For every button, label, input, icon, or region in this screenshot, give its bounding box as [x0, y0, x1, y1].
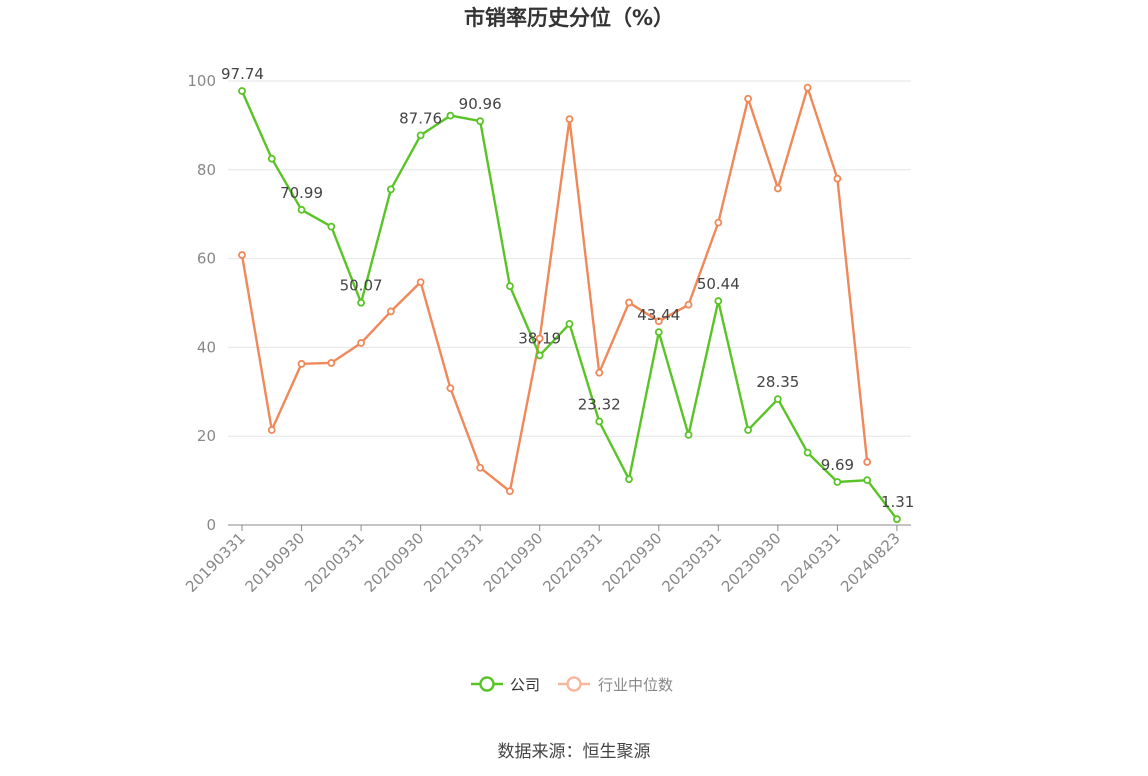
data-point — [803, 448, 812, 457]
data-point — [773, 395, 782, 404]
x-tick-label: 20200331 — [301, 529, 368, 596]
legend-item[interactable]: 行业中位数 — [558, 676, 673, 694]
data-label: 50.44 — [697, 275, 740, 293]
data-point — [684, 300, 693, 309]
data-point — [386, 185, 395, 194]
data-point — [238, 87, 246, 95]
data-point — [267, 154, 276, 163]
data-label: 9.69 — [821, 456, 854, 474]
series-line — [240, 90, 898, 520]
data-point — [506, 487, 514, 496]
legend-label: 公司 — [510, 676, 540, 694]
data-label: 43.44 — [637, 306, 680, 324]
data-point — [535, 334, 544, 343]
data-label: 23.32 — [578, 395, 621, 413]
data-point — [535, 351, 544, 360]
data-point — [476, 463, 485, 472]
grid-lines — [228, 80, 911, 437]
data-labels: 97.74 70.99 50.07 87.76 90.96 38.19 23.32 43.44… — [221, 65, 914, 511]
data-point — [565, 115, 574, 124]
data-point — [357, 339, 365, 347]
data-point — [803, 83, 812, 92]
y-tick-label: 100 — [187, 72, 216, 90]
x-tick-label: 20210930 — [480, 529, 547, 596]
data-point — [416, 278, 425, 287]
data-point — [714, 297, 723, 305]
data-point — [446, 384, 455, 393]
x-tick-label: 20230930 — [718, 529, 785, 596]
data-point — [654, 317, 663, 326]
data-label: 1.31 — [881, 493, 914, 511]
data-point — [506, 282, 514, 291]
data-label: 70.99 — [280, 184, 323, 202]
data-point — [267, 426, 276, 434]
x-tick-label: 20210331 — [420, 529, 487, 596]
data-point — [446, 111, 455, 120]
x-tick-label: 20220930 — [599, 529, 666, 596]
data-point — [654, 328, 663, 337]
data-point — [714, 218, 723, 227]
data-point — [595, 368, 604, 377]
data-point — [386, 307, 395, 316]
x-tick-label: 20190331 — [182, 529, 249, 596]
y-tick-label: 0 — [206, 516, 216, 534]
data-point — [297, 205, 306, 214]
data-point — [863, 458, 872, 466]
chart-title: 市销率历史分位（%） — [464, 6, 674, 30]
x-tick-label: 20240331 — [778, 529, 845, 596]
data-point — [893, 515, 901, 524]
data-point — [476, 117, 485, 126]
data-point — [833, 478, 842, 486]
data-point — [744, 94, 752, 103]
legend-marker — [566, 676, 582, 692]
legend-label: 行业中位数 — [598, 676, 673, 694]
y-axis-ticks: 0 20 40 60 80 100 — [187, 72, 216, 534]
data-label: 28.35 — [756, 373, 799, 391]
x-tick-label: 20230331 — [658, 529, 725, 596]
y-tick-label: 40 — [197, 338, 216, 356]
data-point — [625, 475, 633, 484]
legend-item[interactable]: 公司 — [471, 676, 540, 694]
data-point — [238, 251, 246, 259]
x-tick-label: 20190930 — [242, 529, 309, 596]
data-label: 97.74 — [221, 65, 264, 83]
data-point — [863, 476, 872, 485]
data-point — [595, 417, 604, 426]
x-tick-label: 20240823 — [837, 529, 904, 596]
x-tick-label: 20220331 — [539, 529, 606, 596]
x-axis: 2019033120190930202003312020093020210331… — [182, 524, 911, 596]
y-tick-label: 80 — [197, 161, 216, 179]
data-point — [565, 319, 574, 328]
series-layer — [238, 83, 901, 524]
source-note: 数据来源：恒生聚源 — [498, 742, 651, 762]
y-tick-label: 20 — [197, 427, 216, 445]
x-tick-label: 20200930 — [361, 529, 428, 596]
legend-marker — [479, 676, 495, 692]
data-point — [357, 298, 365, 307]
data-point — [416, 131, 425, 140]
data-point — [744, 426, 752, 434]
data-point — [297, 359, 306, 368]
data-point — [625, 298, 633, 307]
series-line — [240, 86, 869, 493]
data-point — [327, 359, 336, 367]
data-label: 90.96 — [459, 95, 502, 113]
data-label: 87.76 — [399, 109, 442, 127]
data-point — [327, 222, 336, 231]
data-point — [684, 430, 693, 439]
data-point — [773, 184, 782, 193]
data-point — [833, 174, 842, 183]
y-tick-label: 60 — [197, 250, 216, 268]
legend[interactable]: 公司 行业中位数 — [471, 676, 673, 694]
data-label: 50.07 — [340, 277, 383, 295]
data-label: 38.19 — [518, 329, 561, 347]
